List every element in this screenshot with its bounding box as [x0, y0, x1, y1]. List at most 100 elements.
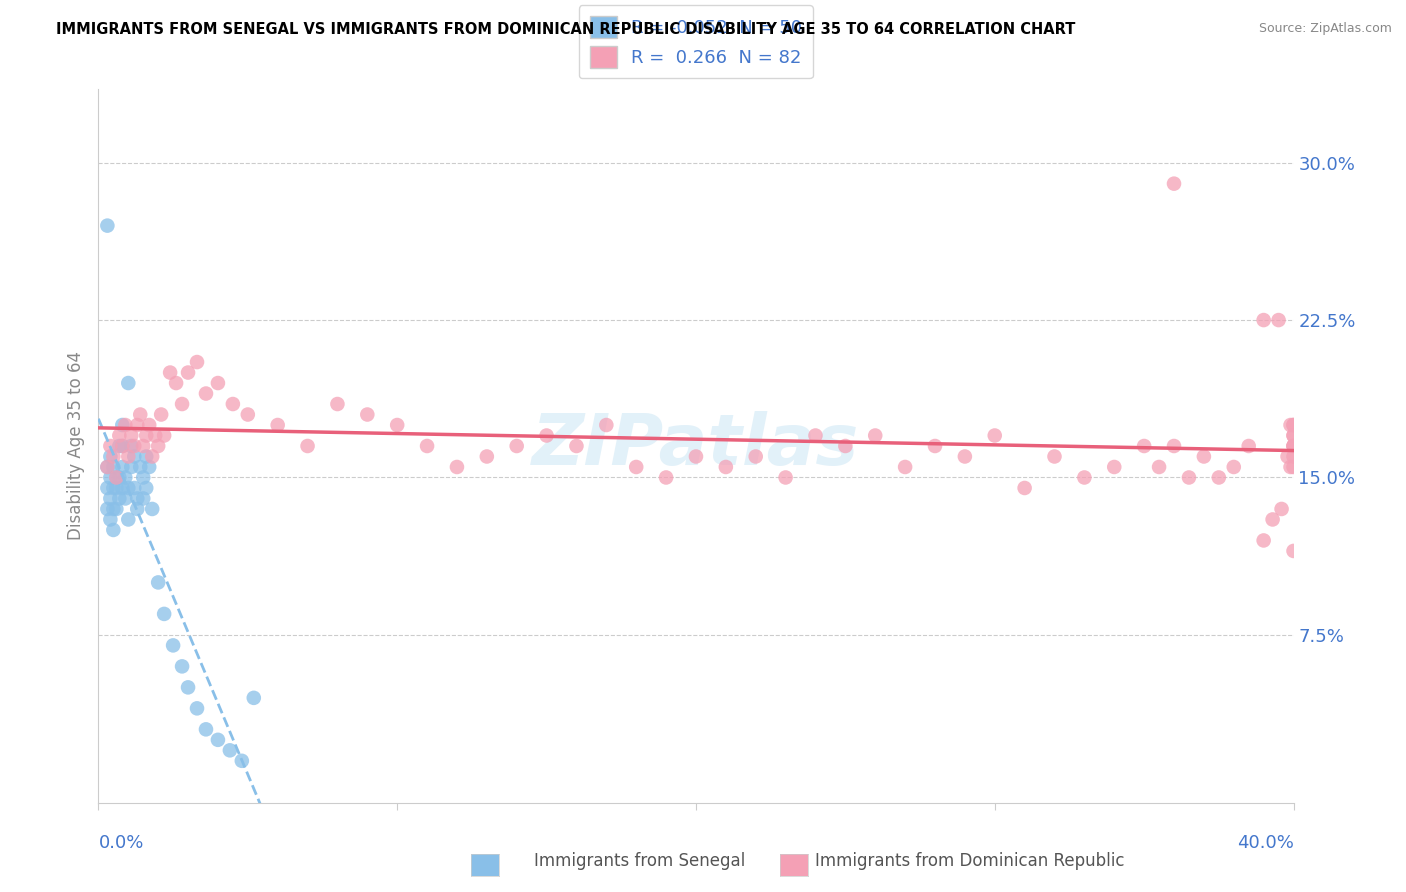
Text: Source: ZipAtlas.com: Source: ZipAtlas.com [1258, 22, 1392, 36]
Point [124, 481, 146, 495]
Point [103, 502, 125, 516]
Point [231, 754, 253, 768]
Point [117, 512, 139, 526]
Text: Immigrants from Dominican Republic: Immigrants from Dominican Republic [815, 852, 1125, 870]
Point [148, 575, 170, 590]
Point [297, 439, 319, 453]
Point [1253, 313, 1275, 327]
Point [117, 481, 139, 495]
Text: 40.0%: 40.0% [1237, 834, 1294, 852]
Point [1208, 470, 1230, 484]
Point [236, 408, 259, 422]
Point [1073, 470, 1095, 484]
Point [195, 386, 218, 401]
Point [111, 439, 134, 453]
Point [1267, 313, 1289, 327]
Point [186, 701, 208, 715]
Point [446, 460, 468, 475]
Point [1282, 460, 1305, 475]
Point [745, 450, 768, 464]
Point [108, 491, 131, 506]
Point [984, 428, 1007, 442]
Point [1282, 428, 1305, 442]
Point [685, 450, 707, 464]
Point [148, 439, 170, 453]
Point [186, 355, 208, 369]
Point [207, 732, 229, 747]
Point [141, 502, 163, 516]
Point [1253, 533, 1275, 548]
Point [1282, 417, 1305, 432]
Point [775, 470, 797, 484]
Point [1279, 417, 1302, 432]
Point [96, 460, 118, 475]
Point [565, 439, 588, 453]
Point [135, 481, 157, 495]
Y-axis label: Disability Age 35 to 64: Disability Age 35 to 64 [66, 351, 84, 541]
Text: Immigrants from Senegal: Immigrants from Senegal [534, 852, 745, 870]
Point [111, 439, 134, 453]
Point [506, 439, 529, 453]
Point [96, 219, 118, 233]
Point [1163, 177, 1185, 191]
Point [98, 439, 122, 453]
Point [177, 366, 200, 380]
Point [1147, 460, 1170, 475]
Point [177, 681, 200, 695]
Point [804, 428, 827, 442]
Point [103, 523, 125, 537]
Point [1133, 439, 1156, 453]
Point [267, 417, 290, 432]
Point [124, 450, 146, 464]
Point [105, 481, 128, 495]
Point [132, 491, 155, 506]
Text: 0.0%: 0.0% [98, 834, 143, 852]
Point [120, 428, 142, 442]
Point [165, 376, 187, 390]
Point [1282, 450, 1305, 464]
Point [153, 428, 176, 442]
Point [894, 460, 917, 475]
Point [385, 417, 409, 432]
Point [1192, 450, 1215, 464]
Text: ZIPatlas: ZIPatlas [533, 411, 859, 481]
Point [108, 439, 131, 453]
Point [1282, 439, 1305, 453]
Legend: R = -0.052  N = 50, R =  0.266  N = 82: R = -0.052 N = 50, R = 0.266 N = 82 [579, 5, 813, 78]
Point [98, 512, 122, 526]
Point [98, 491, 122, 506]
Point [98, 450, 122, 464]
Point [120, 460, 142, 475]
Point [162, 639, 184, 653]
Point [127, 417, 149, 432]
Point [141, 450, 163, 464]
Point [1282, 544, 1305, 558]
Point [114, 491, 136, 506]
Point [138, 417, 160, 432]
Point [1104, 460, 1126, 475]
Point [416, 439, 439, 453]
Point [132, 470, 155, 484]
Point [536, 428, 558, 442]
Point [132, 439, 155, 453]
Point [117, 450, 139, 464]
Point [475, 450, 498, 464]
Point [120, 439, 142, 453]
Point [1271, 502, 1294, 516]
Point [1178, 470, 1201, 484]
Point [135, 428, 157, 442]
Point [1043, 450, 1066, 464]
Point [129, 408, 152, 422]
Point [222, 397, 245, 411]
Point [219, 743, 242, 757]
Point [143, 428, 166, 442]
Point [326, 397, 349, 411]
Point [172, 397, 194, 411]
Point [117, 376, 139, 390]
Point [1282, 428, 1305, 442]
Point [195, 723, 218, 737]
Point [1237, 439, 1260, 453]
Point [129, 460, 152, 475]
Point [108, 470, 131, 484]
Point [127, 502, 149, 516]
